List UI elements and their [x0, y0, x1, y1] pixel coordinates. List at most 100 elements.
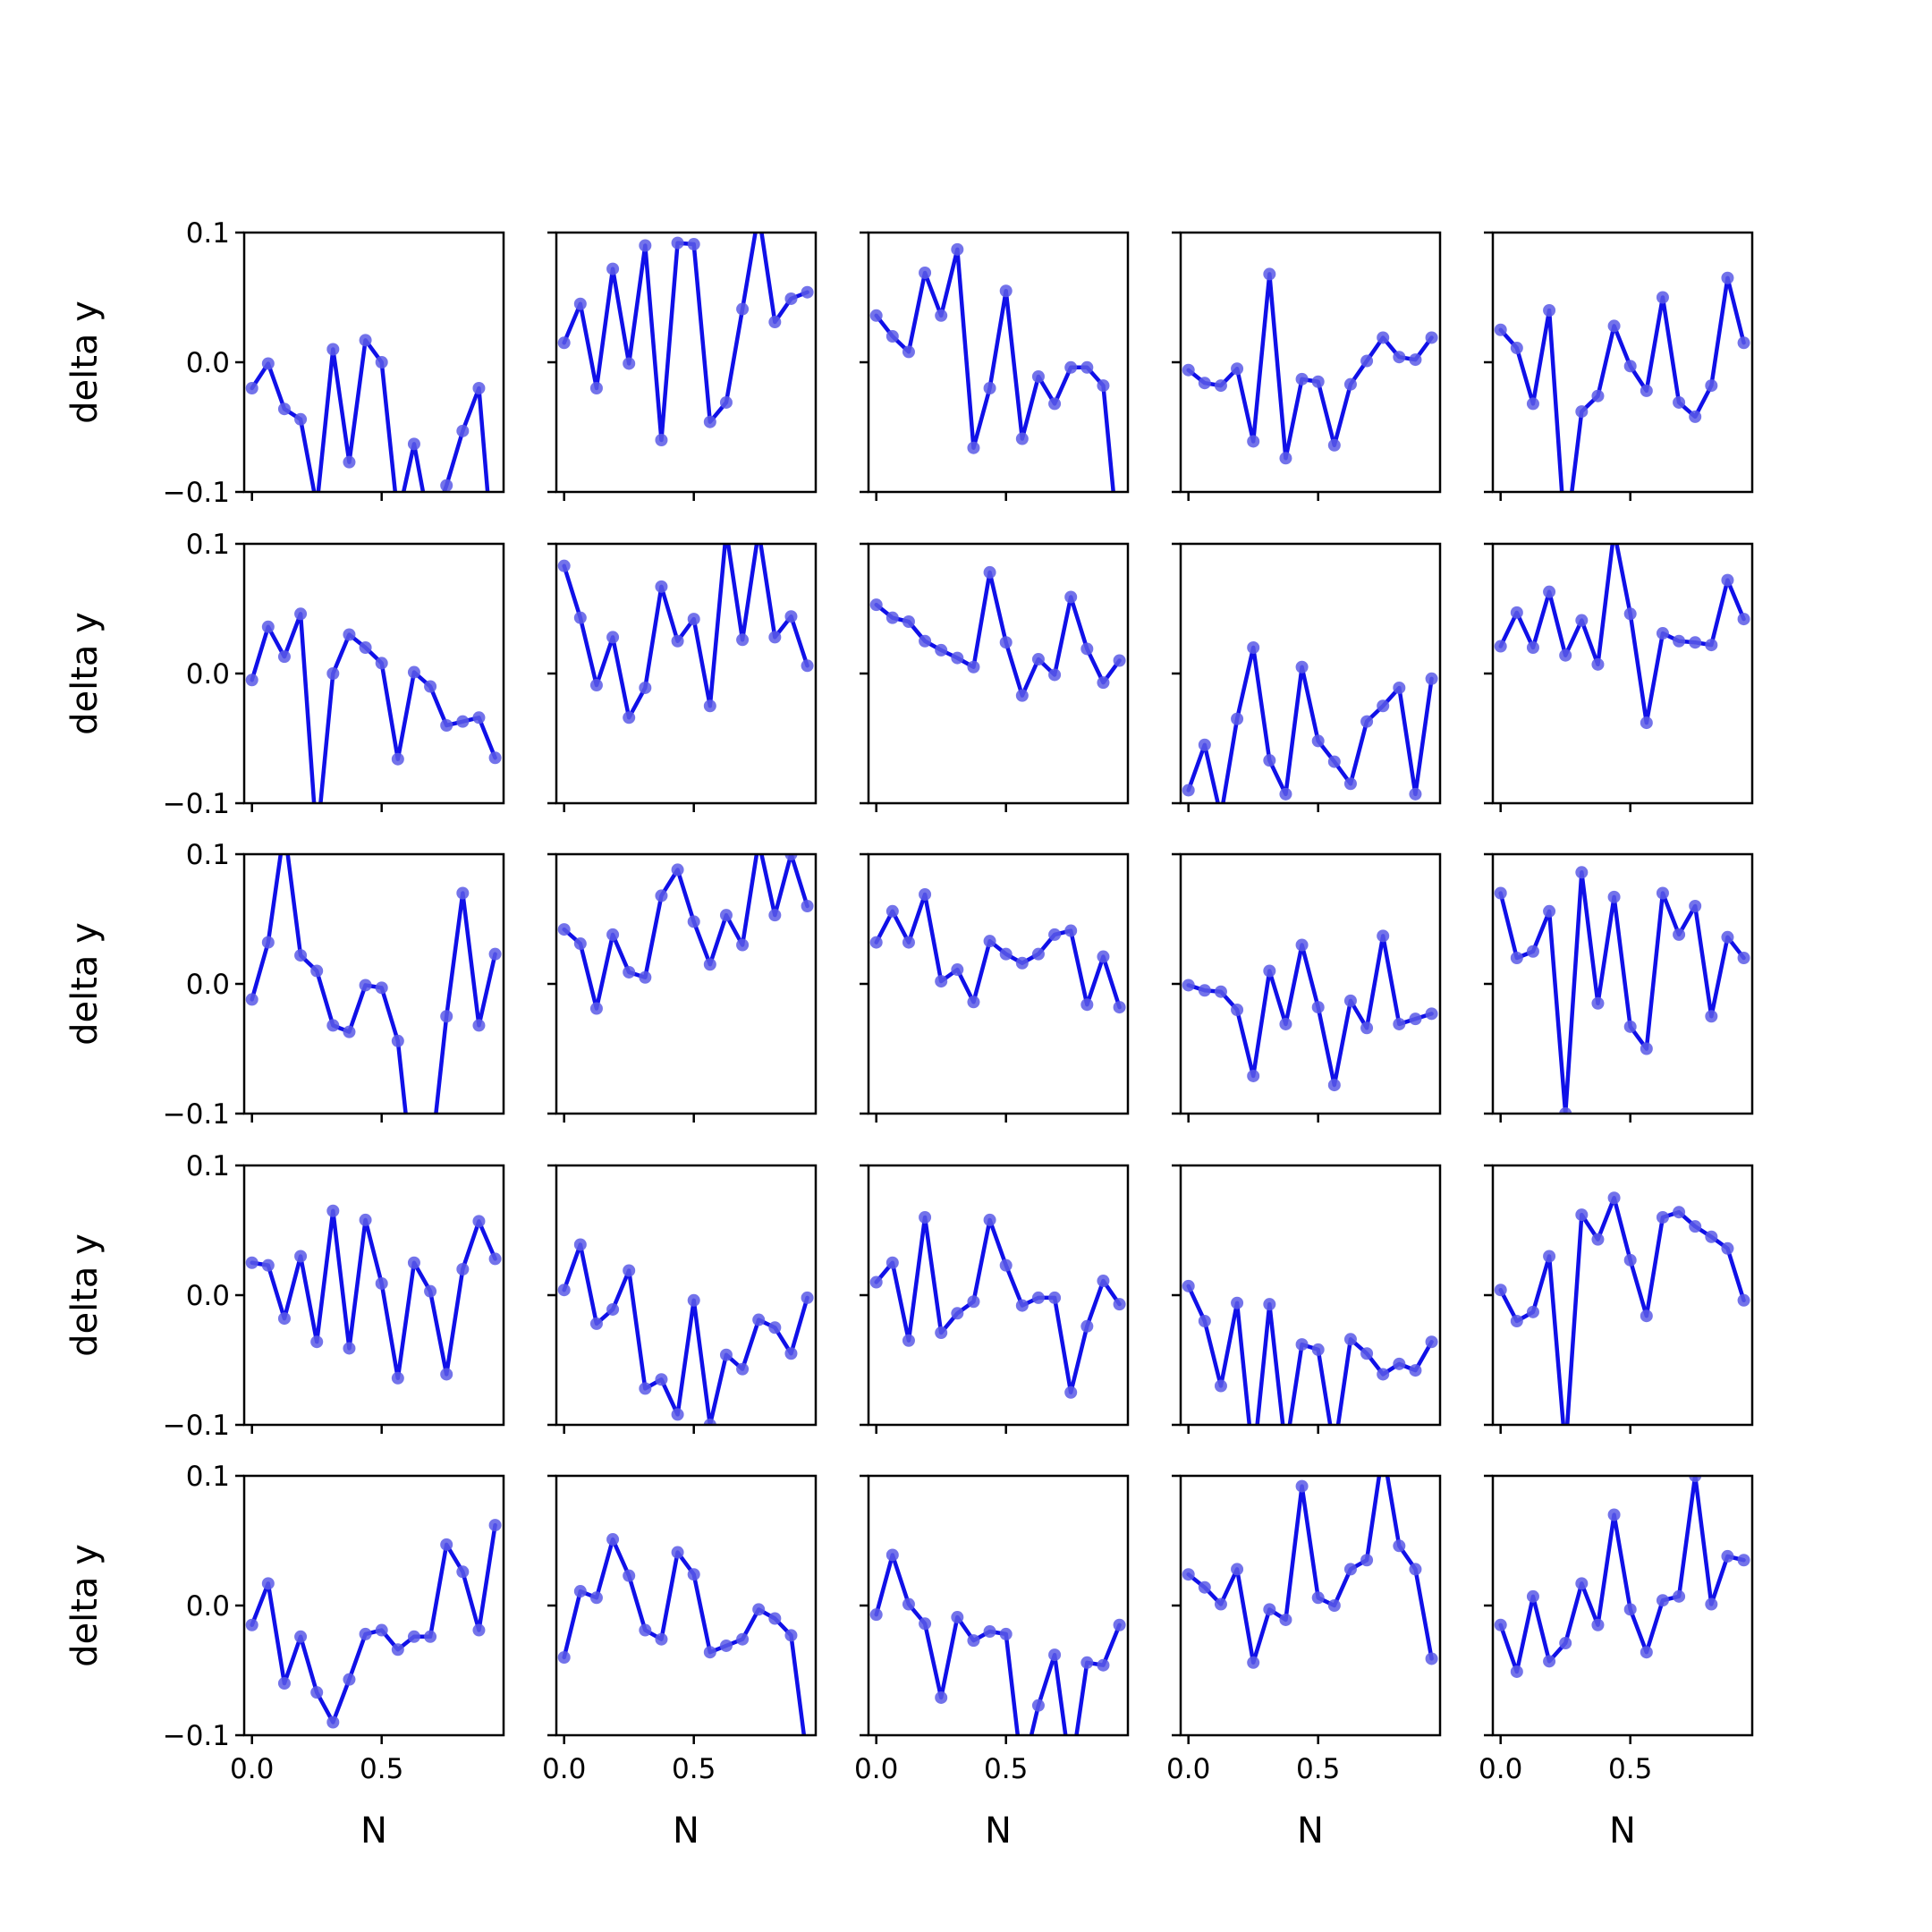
- data-point: [768, 909, 782, 922]
- data-point: [1377, 331, 1390, 344]
- data-point: [655, 1373, 668, 1386]
- data-point: [1295, 660, 1309, 674]
- data-point: [1494, 640, 1507, 653]
- data-point: [784, 292, 798, 305]
- data-point: [606, 928, 620, 941]
- data-point: [1425, 1335, 1438, 1349]
- data-point: [606, 262, 620, 275]
- data-point: [1198, 377, 1211, 390]
- data-point: [1640, 384, 1653, 397]
- data-point: [1113, 654, 1126, 667]
- data-point: [801, 1755, 814, 1767]
- data-point: [935, 309, 948, 322]
- data-point: [557, 1651, 571, 1664]
- data-point: [1247, 1069, 1260, 1082]
- data-point: [1673, 1589, 1686, 1603]
- series-line: [1498, 275, 1746, 492]
- data-point: [967, 660, 980, 674]
- data-point: [1015, 1299, 1029, 1312]
- data-point: [1198, 1315, 1211, 1327]
- data-point: [1311, 375, 1325, 388]
- data-point: [1327, 438, 1341, 452]
- axes-frame: [242, 1474, 505, 1737]
- data-point: [869, 936, 883, 949]
- data-point: [719, 1639, 733, 1652]
- data-point: [1393, 351, 1406, 364]
- data-point: [752, 207, 765, 219]
- data-point: [1231, 1563, 1244, 1576]
- data-point: [719, 395, 733, 409]
- data-point: [1425, 1652, 1438, 1665]
- data-point: [326, 667, 340, 680]
- data-point: [639, 239, 652, 252]
- data-point: [935, 1690, 948, 1704]
- data-point: [1543, 1655, 1556, 1668]
- data-point: [1327, 755, 1341, 768]
- subplot-r1-c1: 0.1 0.0 −0.1 delta y: [64, 217, 505, 509]
- data-point: [1048, 1291, 1062, 1304]
- data-point: [999, 947, 1013, 961]
- data-point: [1263, 754, 1276, 767]
- data-point: [375, 657, 388, 670]
- data-point: [1705, 1230, 1718, 1243]
- data-point: [1031, 1699, 1045, 1712]
- data-point: [326, 1019, 340, 1032]
- y-tick-label: −0.1: [163, 1410, 230, 1442]
- series-line: [1498, 544, 1746, 725]
- data-point: [1608, 525, 1621, 538]
- y-tick-label: −0.1: [163, 788, 230, 820]
- data-point: [261, 357, 275, 370]
- data-point: [245, 674, 258, 687]
- data-point: [1214, 1597, 1227, 1611]
- data-point: [1607, 319, 1621, 333]
- data-point: [245, 1618, 258, 1631]
- data-point: [784, 1347, 798, 1360]
- series-line: [874, 892, 1122, 1010]
- data-point: [1360, 715, 1374, 728]
- data-point: [375, 1276, 388, 1290]
- data-point: [1510, 1315, 1523, 1327]
- plot-area: [1494, 866, 1750, 1114]
- data-point: [1080, 360, 1094, 374]
- data-point: [557, 923, 571, 936]
- data-point: [1591, 389, 1605, 402]
- data-point: [277, 1677, 291, 1690]
- x-tick-label: 0.5: [1608, 1753, 1652, 1785]
- plot-area: [557, 1238, 814, 1425]
- data-point: [623, 711, 636, 724]
- data-point: [703, 415, 716, 428]
- data-point: [886, 330, 899, 343]
- data-point: [1097, 950, 1110, 963]
- data-point: [1526, 397, 1539, 411]
- x-tick-label: 0.5: [672, 1753, 716, 1785]
- data-point: [1279, 1017, 1292, 1030]
- subplot-r2-c4: [1172, 542, 1442, 812]
- data-point: [768, 631, 782, 644]
- series-line: [1498, 1476, 1746, 1674]
- data-point: [1425, 1007, 1438, 1021]
- data-point: [359, 1627, 372, 1640]
- data-point: [1510, 952, 1523, 964]
- data-point: [902, 345, 915, 359]
- data-point: [1607, 1508, 1621, 1521]
- data-point: [1721, 573, 1734, 587]
- plot-area: [1494, 271, 1750, 492]
- data-point: [424, 1630, 437, 1643]
- data-point: [1343, 1563, 1357, 1576]
- data-point: [1279, 787, 1292, 801]
- subplot-r1-c3: [860, 231, 1130, 501]
- data-point: [983, 935, 996, 948]
- data-point: [1526, 945, 1539, 958]
- data-point: [456, 886, 470, 900]
- data-point: [245, 1256, 258, 1269]
- subplot-r4-c3: [860, 1164, 1130, 1434]
- data-point: [1409, 1364, 1422, 1377]
- data-point: [1214, 1379, 1227, 1393]
- data-point: [1494, 1618, 1507, 1631]
- data-point: [472, 711, 486, 724]
- data-point: [1575, 866, 1589, 879]
- data-point: [639, 1382, 652, 1395]
- data-point: [1591, 1618, 1605, 1631]
- subplot-r5-c2: 0.0 0.5 N: [542, 1474, 818, 1852]
